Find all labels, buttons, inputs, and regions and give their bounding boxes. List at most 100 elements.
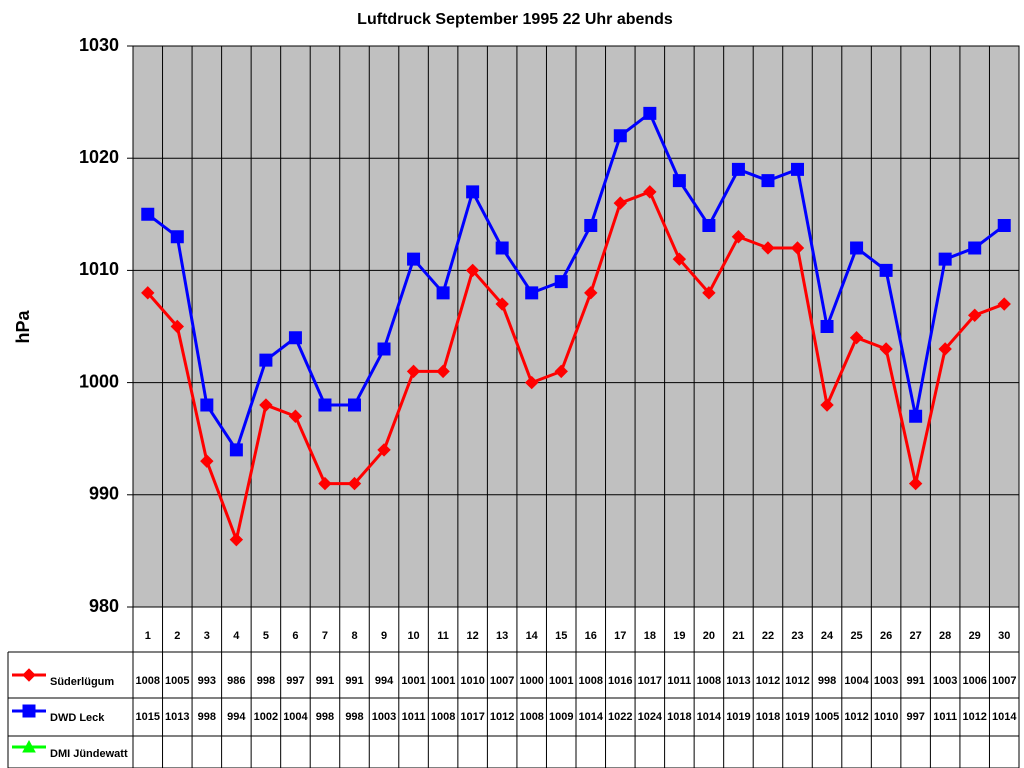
table-cell: 1001: [401, 675, 425, 687]
marker: [554, 275, 568, 289]
marker: [967, 308, 982, 322]
table-cell: 997: [906, 711, 924, 723]
marker: [879, 263, 893, 277]
table-cell: 1018: [756, 711, 780, 723]
y-axis-label: hPa: [13, 310, 33, 344]
table-cell: 1018: [667, 711, 691, 723]
marker: [259, 353, 273, 367]
marker: [436, 364, 450, 379]
table-cell: 1024: [638, 711, 663, 723]
table-cell: 1003: [372, 711, 396, 723]
marker: [938, 342, 952, 356]
table-cell: 1009: [549, 711, 573, 723]
x-tick-label: 14: [526, 630, 539, 642]
marker: [200, 454, 214, 468]
table-cell: 1008: [136, 675, 160, 687]
marker: [731, 162, 745, 176]
table-cell: 1001: [549, 675, 573, 687]
marker: [141, 207, 155, 221]
table-cell: 1003: [933, 675, 957, 687]
table-cell: 1010: [874, 711, 898, 723]
marker: [495, 241, 509, 255]
marker: [672, 252, 687, 266]
marker: [406, 364, 421, 379]
legend-label: DMI Jündewatt: [50, 748, 128, 760]
table-cell: 997: [286, 675, 304, 687]
table-cell: 1008: [697, 675, 721, 687]
x-tick-label: 8: [351, 630, 357, 642]
y-tick-label: 1020: [79, 147, 119, 167]
table-cell: 991: [316, 675, 334, 687]
marker: [524, 375, 539, 390]
table-cell: 1005: [815, 711, 839, 723]
marker: [850, 241, 864, 255]
table-cell: 1013: [165, 711, 189, 723]
x-tick-label: 15: [555, 630, 567, 642]
table-cell: 1012: [490, 711, 514, 723]
marker: [407, 252, 421, 266]
marker: [820, 320, 834, 333]
table-cell: 1007: [992, 675, 1016, 687]
table-cell: 1019: [785, 711, 809, 723]
x-tick-label: 5: [263, 630, 269, 642]
x-tick-label: 3: [204, 630, 210, 642]
marker: [702, 286, 716, 300]
table-cell: 1012: [844, 711, 868, 723]
marker: [761, 241, 775, 255]
marker: [938, 252, 952, 266]
marker: [466, 185, 480, 199]
marker: [377, 443, 391, 457]
marker: [347, 476, 362, 491]
marker: [761, 174, 775, 188]
legend-label: Süderlügum: [50, 676, 114, 688]
chart-title: Luftdruck September 1995 22 Uhr abends: [357, 11, 673, 28]
legend-marker: [22, 739, 36, 753]
marker: [377, 342, 391, 356]
marker: [584, 219, 598, 233]
table-cell: 991: [345, 675, 363, 687]
x-tick-label: 6: [292, 630, 298, 642]
table-cell: 998: [257, 675, 275, 687]
table-cell: 1008: [431, 711, 455, 723]
marker: [968, 241, 982, 255]
marker: [643, 185, 657, 199]
marker: [849, 331, 864, 345]
table-cell: 994: [227, 711, 246, 723]
marker: [259, 398, 273, 412]
marker: [495, 297, 509, 311]
table-cell: 1022: [608, 711, 632, 723]
y-tick-label: 1010: [79, 259, 119, 279]
table-cell: 1003: [874, 675, 898, 687]
table-cell: 1014: [579, 711, 604, 723]
x-tick-label: 10: [407, 630, 419, 642]
table-cell: 1000: [519, 675, 543, 687]
table-cell: 1008: [519, 711, 543, 723]
marker: [554, 364, 568, 379]
marker: [525, 286, 539, 300]
table-cell: 1012: [962, 711, 986, 723]
table-cell: 1012: [785, 675, 809, 687]
x-tick-label: 7: [322, 630, 328, 642]
table-cell: 1011: [933, 711, 957, 723]
table-cell: 1017: [638, 675, 662, 687]
x-tick-label: 29: [969, 630, 981, 642]
legend-label: DWD Leck: [50, 712, 105, 724]
marker: [731, 230, 746, 244]
x-tick-label: 30: [998, 630, 1010, 642]
table-cell: 991: [906, 675, 924, 687]
x-tick-label: 17: [614, 630, 626, 642]
x-tick-label: 18: [644, 630, 656, 642]
marker: [288, 409, 303, 423]
marker: [436, 286, 450, 300]
x-tick-label: 4: [233, 630, 240, 642]
x-tick-label: 20: [703, 630, 715, 642]
y-tick-label: 980: [89, 596, 119, 616]
marker: [465, 263, 480, 278]
table-cell: 1004: [844, 675, 869, 687]
marker: [170, 319, 185, 334]
x-tick-label: 28: [939, 630, 951, 642]
table-cell: 1001: [431, 675, 455, 687]
x-tick-label: 2: [174, 630, 180, 642]
table-cell: 1004: [283, 711, 308, 723]
